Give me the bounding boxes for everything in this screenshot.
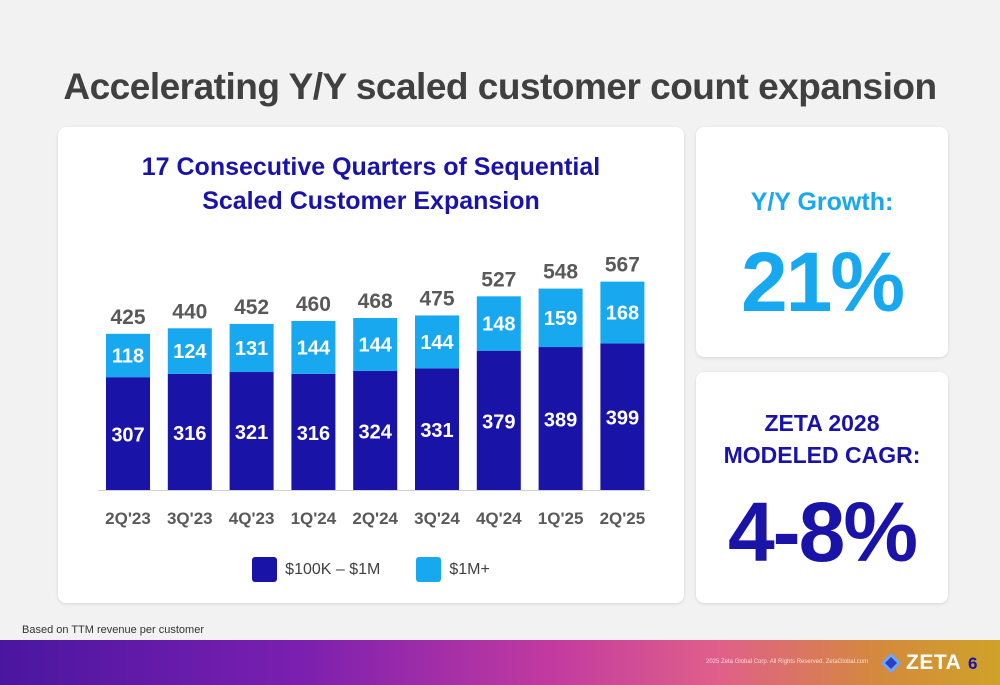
legend-item-100k-1m: $100K – $1M xyxy=(252,557,380,582)
bar-segment-1m-plus xyxy=(538,288,583,348)
bar-segment-1m-plus xyxy=(106,333,150,378)
chart-title-line1: 17 Consecutive Quarters of Sequential xyxy=(141,153,601,181)
bar-segment-100k-1m xyxy=(229,372,274,490)
total-label: 440 xyxy=(172,300,207,323)
cagr-label-line1: ZETA 2028 xyxy=(764,410,880,436)
x-tick-label: 1Q'25 xyxy=(538,509,584,528)
bar-segment-1m-plus xyxy=(167,328,212,374)
chart-legend: $100K – $1M $1M+ xyxy=(58,557,684,582)
bar-segment-100k-1m xyxy=(106,377,150,490)
chart-title-line2: Scaled Customer Expansion xyxy=(202,187,540,215)
page-number: 6 xyxy=(968,654,978,673)
data-label-1m-plus: 159 xyxy=(544,308,577,330)
x-tick-label: 3Q'24 xyxy=(414,509,460,528)
footnote: Based on TTM revenue per customer xyxy=(22,624,204,636)
bar-segment-100k-1m xyxy=(476,350,521,490)
data-label-100k-1m: 307 xyxy=(111,425,144,447)
yoy-growth-label: Y/Y Growth: xyxy=(750,188,894,216)
total-label: 460 xyxy=(296,293,331,316)
data-label-1m-plus: 124 xyxy=(173,341,207,363)
legend-item-1m-plus: $1M+ xyxy=(416,557,490,582)
cagr-value: 4-8% xyxy=(727,485,918,579)
bar-segment-1m-plus xyxy=(229,323,274,373)
footer-gradient-bar xyxy=(0,640,1000,685)
x-tick-label: 1Q'24 xyxy=(291,509,337,528)
total-label: 452 xyxy=(234,296,269,319)
bar-segment-1m-plus xyxy=(476,296,521,351)
data-label-1m-plus: 144 xyxy=(297,337,331,359)
data-label-1m-plus: 144 xyxy=(420,332,454,354)
bar-segment-1m-plus xyxy=(291,320,336,374)
zeta-logo-text: ZETA xyxy=(906,651,962,674)
x-tick-label: 3Q'23 xyxy=(167,509,213,528)
data-label-100k-1m: 399 xyxy=(606,408,639,430)
x-tick-label: 4Q'23 xyxy=(229,509,275,528)
x-tick-label: 2Q'24 xyxy=(352,509,398,528)
cagr-label-line2: MODELED CAGR: xyxy=(723,442,921,468)
data-label-100k-1m: 321 xyxy=(235,422,268,444)
data-label-100k-1m: 389 xyxy=(544,410,577,432)
copyright-text: 2025 Zeta Global Corp. All Rights Reserv… xyxy=(706,659,869,665)
bar-segment-100k-1m xyxy=(353,370,398,490)
x-tick-label: 2Q'23 xyxy=(105,509,151,528)
total-label: 548 xyxy=(543,261,578,284)
bar-segment-100k-1m xyxy=(291,373,336,490)
legend-swatch-100k-1m xyxy=(252,557,278,582)
legend-label-1m-plus: $1M+ xyxy=(449,560,490,578)
data-label-100k-1m: 331 xyxy=(420,420,453,442)
total-label: 475 xyxy=(419,287,454,310)
total-label: 425 xyxy=(110,306,145,329)
bar-segment-100k-1m xyxy=(538,347,583,490)
bar-segment-100k-1m xyxy=(600,343,645,490)
data-label-1m-plus: 144 xyxy=(359,334,393,356)
bar-segment-100k-1m xyxy=(415,368,459,490)
legend-label-100k-1m: $100K – $1M xyxy=(285,560,381,578)
bar-segment-1m-plus xyxy=(353,318,398,371)
zeta-logo: ZETA xyxy=(880,651,961,675)
data-label-1m-plus: 118 xyxy=(112,345,144,367)
total-label: 527 xyxy=(481,268,516,291)
x-tick-label: 4Q'24 xyxy=(476,509,522,528)
data-label-1m-plus: 131 xyxy=(235,338,268,360)
bar-segment-1m-plus xyxy=(600,281,645,344)
data-label-100k-1m: 316 xyxy=(297,423,330,445)
yoy-growth-card: Y/Y Growth: 21% xyxy=(696,127,948,357)
data-label-100k-1m: 379 xyxy=(482,411,515,433)
data-label-100k-1m: 316 xyxy=(173,423,206,445)
stacked-bar-chart: 307 118 425 2Q'23 316 124 440 3Q'23 321 131 452 4Q'… xyxy=(98,254,650,528)
data-label-1m-plus: 148 xyxy=(482,314,515,336)
bar-segment-1m-plus xyxy=(415,315,459,369)
modeled-cagr-card: ZETA 2028 MODELED CAGR: 4-8% xyxy=(696,372,948,603)
chart-card: 17 Consecutive Quarters of Sequential Sc… xyxy=(58,127,684,603)
total-label: 468 xyxy=(358,290,393,313)
bar-segment-100k-1m xyxy=(167,373,212,490)
data-label-1m-plus: 168 xyxy=(606,302,639,324)
page-title: Accelerating Y/Y scaled customer count e… xyxy=(63,66,937,107)
x-tick-label: 2Q'25 xyxy=(600,509,646,528)
data-label-100k-1m: 324 xyxy=(359,421,393,443)
legend-swatch-1m-plus xyxy=(416,557,442,582)
yoy-growth-value: 21% xyxy=(740,235,905,329)
zeta-logo-icon xyxy=(881,653,901,673)
total-label: 567 xyxy=(605,254,640,277)
